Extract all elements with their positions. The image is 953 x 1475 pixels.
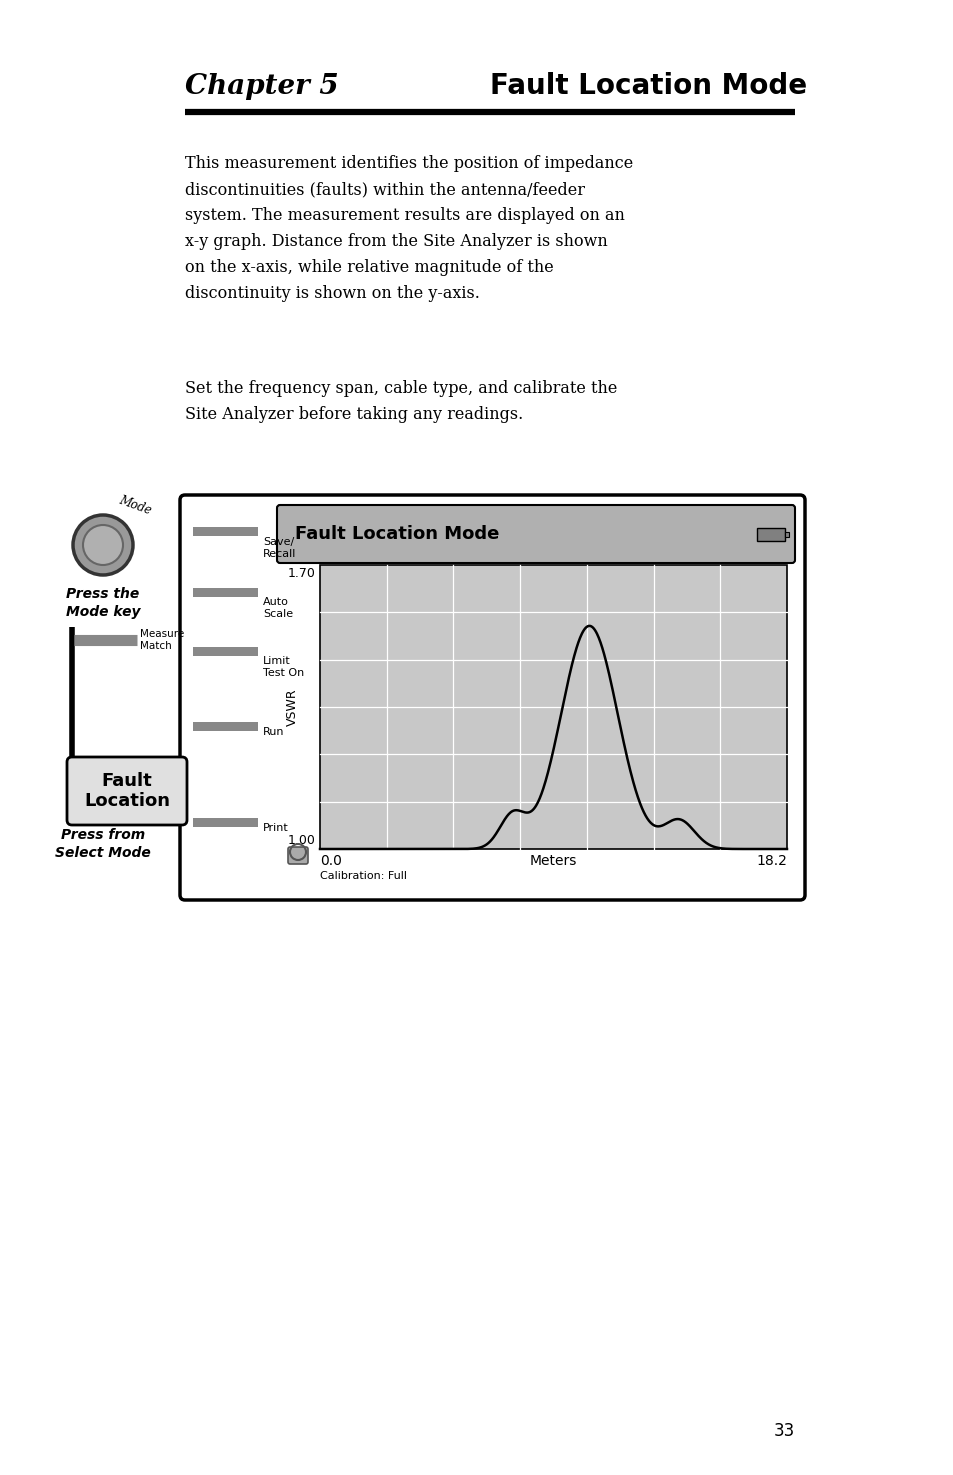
Bar: [193, 648, 257, 656]
Text: Fault Location Mode: Fault Location Mode: [490, 72, 806, 100]
Text: Press the
Mode key: Press the Mode key: [66, 587, 140, 620]
Bar: [193, 589, 257, 597]
Bar: [319, 565, 786, 850]
Text: 18.2: 18.2: [756, 854, 786, 867]
Text: 1.70: 1.70: [288, 566, 315, 580]
Text: This measurement identifies the position of impedance
discontinuities (faults) w: This measurement identifies the position…: [185, 155, 633, 302]
FancyBboxPatch shape: [288, 847, 308, 864]
Text: Calibration: Full: Calibration: Full: [319, 872, 407, 881]
Bar: [193, 721, 257, 732]
Bar: [757, 528, 784, 541]
Text: Mode: Mode: [117, 493, 152, 518]
Text: Fault Location Mode: Fault Location Mode: [294, 525, 498, 543]
Text: Meters: Meters: [529, 854, 577, 867]
Text: Save/
Recall: Save/ Recall: [263, 537, 296, 559]
Text: Set the frequency span, cable type, and calibrate the
Site Analyzer before takin: Set the frequency span, cable type, and …: [185, 381, 617, 423]
Bar: [193, 527, 257, 535]
Text: 0.0: 0.0: [319, 854, 341, 867]
Bar: [193, 819, 257, 827]
Text: Auto
Scale: Auto Scale: [263, 597, 293, 619]
Text: Chapter 5: Chapter 5: [185, 72, 338, 100]
Text: Run: Run: [263, 727, 284, 738]
Bar: [784, 532, 788, 537]
FancyBboxPatch shape: [180, 496, 804, 900]
Text: 1.00: 1.00: [288, 833, 315, 847]
Text: Press from
Select Mode: Press from Select Mode: [55, 827, 151, 860]
Text: Fault
Location: Fault Location: [84, 771, 170, 810]
Text: Measure
Match: Measure Match: [140, 628, 184, 650]
Text: VSWR: VSWR: [285, 689, 298, 726]
Circle shape: [83, 525, 123, 565]
FancyBboxPatch shape: [276, 504, 794, 563]
FancyBboxPatch shape: [67, 757, 187, 825]
Text: Print: Print: [263, 823, 289, 833]
Text: Limit
Test On: Limit Test On: [263, 656, 304, 678]
Circle shape: [73, 515, 132, 575]
Text: 33: 33: [773, 1422, 794, 1440]
